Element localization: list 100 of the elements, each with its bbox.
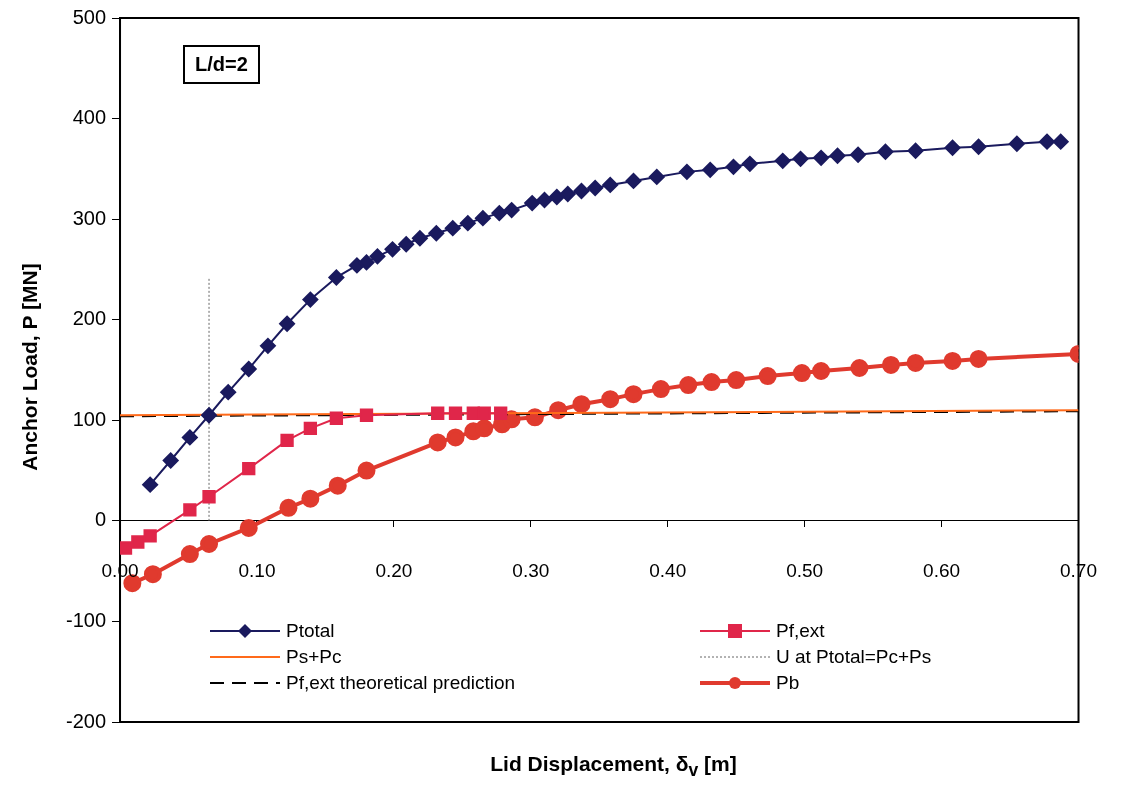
point — [1052, 133, 1069, 150]
point — [970, 138, 987, 155]
point — [494, 406, 508, 420]
point — [813, 149, 830, 166]
point — [702, 373, 721, 392]
point — [624, 385, 643, 404]
point — [944, 139, 961, 156]
point — [727, 371, 746, 390]
point — [302, 291, 319, 308]
legend-label: Ptotal — [286, 620, 335, 642]
point — [398, 236, 415, 253]
point — [357, 461, 376, 480]
legend-label: Pb — [776, 672, 800, 694]
point — [329, 411, 344, 425]
y-tick-label: 100 — [72, 407, 107, 430]
x-tick-label: 0.10 — [238, 560, 276, 582]
annotation: L/d=2 — [183, 45, 260, 84]
point — [448, 406, 463, 420]
legend-label: Pf,ext theoretical prediction — [286, 672, 516, 694]
point — [303, 421, 318, 435]
point — [220, 384, 237, 401]
legend-label: Ps+Pc — [286, 646, 342, 668]
point — [428, 225, 445, 242]
point — [428, 433, 447, 452]
point — [524, 195, 541, 212]
point — [741, 155, 758, 172]
point — [474, 210, 491, 227]
y-tick-label: 200 — [72, 307, 107, 330]
point — [602, 176, 619, 193]
y-tick-label: 300 — [72, 206, 107, 229]
point — [572, 395, 591, 414]
point — [384, 241, 401, 258]
y-tick-label: -200 — [66, 709, 107, 732]
point — [280, 433, 294, 448]
x-tick-label: 0.20 — [375, 560, 413, 582]
x-tick-label: 0.30 — [512, 560, 550, 582]
y-tick-label: 500 — [72, 5, 107, 28]
point — [850, 146, 867, 163]
point — [850, 358, 869, 377]
point — [648, 168, 665, 185]
point — [444, 220, 461, 237]
point — [651, 380, 670, 399]
point — [279, 315, 296, 332]
point — [142, 476, 159, 493]
point — [359, 408, 374, 422]
point — [301, 489, 320, 508]
point — [183, 503, 197, 517]
point — [162, 452, 179, 469]
point — [328, 476, 347, 495]
point — [369, 248, 386, 265]
legend-label: Pf,ext — [776, 620, 825, 642]
point — [242, 461, 256, 476]
point — [503, 202, 520, 219]
point — [829, 147, 846, 164]
point — [906, 353, 925, 372]
point — [774, 152, 791, 169]
y-tick-label: -100 — [66, 608, 107, 631]
point — [328, 269, 345, 286]
point — [411, 230, 428, 247]
point — [200, 534, 219, 553]
legend-label: U at Ptotal=Pc+Ps — [776, 646, 932, 668]
point — [943, 351, 962, 370]
point — [548, 189, 565, 206]
point — [459, 215, 476, 232]
point — [180, 545, 199, 564]
point — [181, 429, 198, 446]
point — [259, 337, 276, 354]
point — [491, 205, 508, 222]
point — [678, 163, 695, 180]
x-axis-title: Lid Displacement, δ$_{v}$ [m] — [489, 752, 738, 782]
point — [201, 407, 218, 424]
point — [143, 565, 162, 584]
point — [131, 535, 145, 549]
point — [239, 518, 258, 537]
point — [475, 419, 494, 438]
point — [907, 142, 924, 159]
point — [559, 186, 576, 202]
y-axis-title: Anchor Load, P [MN] — [18, 262, 42, 473]
point — [881, 355, 900, 374]
point — [446, 428, 465, 447]
point — [877, 143, 894, 160]
point — [1039, 133, 1056, 150]
x-tick-label: 0.50 — [786, 560, 824, 582]
point — [1008, 135, 1025, 152]
point — [969, 349, 988, 368]
point — [279, 498, 298, 517]
point — [477, 406, 491, 420]
y-tick-label: 0 — [94, 508, 107, 531]
point — [240, 360, 257, 377]
point — [725, 158, 742, 175]
point — [792, 150, 809, 167]
point — [812, 362, 831, 381]
point — [358, 254, 375, 271]
point — [758, 367, 777, 386]
point — [143, 529, 157, 543]
point — [679, 376, 698, 395]
point — [536, 192, 553, 209]
point — [202, 490, 216, 504]
point — [601, 390, 620, 409]
point — [573, 182, 590, 199]
